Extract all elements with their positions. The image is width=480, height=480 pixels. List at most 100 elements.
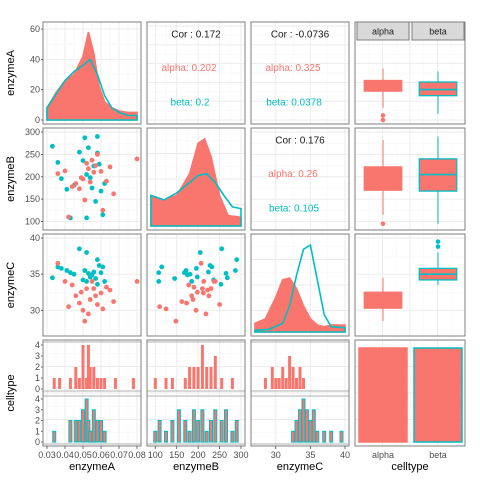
histogram-bar-beta: [339, 430, 344, 443]
histogram-bar-alpha: [77, 378, 81, 389]
y-tick-label-count: 2: [35, 362, 40, 372]
scatter-point-beta: [96, 263, 102, 268]
scatter-point-beta: [219, 246, 225, 252]
scatter-point-alpha: [89, 279, 95, 284]
histogram-bar-alpha: [183, 378, 187, 389]
histogram-bar-alpha: [213, 356, 217, 389]
scatter-point-alpha: [107, 287, 113, 293]
scatter-point-beta: [71, 271, 77, 277]
scatter-point-alpha: [80, 176, 86, 182]
x-tick-label: 35: [305, 450, 315, 460]
scatter-point-alpha: [55, 171, 61, 177]
histogram-bar-alpha: [131, 378, 135, 389]
histogram-bar-beta: [304, 409, 309, 443]
histogram-bar-alpha: [298, 367, 302, 389]
histogram-bar-alpha: [192, 367, 196, 389]
panel-border: [250, 339, 350, 447]
histogram-bar-beta: [219, 420, 224, 443]
density-enzymeC-beta: [254, 243, 346, 333]
histogram-bar-beta: [95, 420, 100, 443]
scatter-point-alpha: [186, 282, 192, 288]
density-enzymeB-beta: [150, 172, 242, 227]
scatter-point-beta: [91, 269, 97, 275]
panel-background: [251, 128, 349, 230]
scatter-point-alpha: [93, 163, 98, 169]
x-tick-label: 0.03: [38, 450, 56, 460]
histogram-bar-alpha: [103, 378, 107, 389]
y-tick-label: 35: [30, 269, 40, 279]
histogram-bar-alpha: [113, 378, 117, 389]
scatter-point-beta: [172, 276, 178, 281]
scatter-point-alpha: [78, 289, 84, 295]
scatter-point-alpha: [82, 318, 88, 324]
panel-border: [354, 233, 466, 337]
scatter-point-beta: [80, 158, 86, 164]
scatter-point-beta: [95, 134, 100, 139]
scatter-point-beta: [59, 266, 64, 271]
y-tick-label: 300: [25, 127, 40, 137]
scatter-point-alpha: [200, 290, 206, 296]
scatter-point-beta: [59, 176, 64, 182]
panel-border: [42, 21, 142, 125]
scatter-point-beta: [84, 215, 89, 221]
histogram-bar-alpha: [230, 378, 234, 389]
scatter-point-beta: [194, 266, 199, 271]
x-tick-label: 40: [340, 450, 350, 460]
scatter-point-beta: [206, 269, 211, 275]
scatter-point-alpha: [179, 299, 185, 304]
scatter-point-beta: [156, 279, 162, 284]
histogram-bar-alpha: [188, 367, 192, 389]
scatter-point-alpha: [157, 304, 163, 310]
scatter-point-beta: [84, 250, 89, 255]
histogram-bar-beta: [153, 430, 158, 443]
y-tick-label-count: 0: [35, 384, 40, 394]
scatter-point-alpha: [69, 282, 75, 288]
scatter-point-beta: [223, 271, 229, 276]
row-title-celltype: celltype: [5, 374, 17, 411]
x-tick-label: 30: [271, 450, 281, 460]
histogram-bar-alpha: [270, 367, 274, 389]
histogram-bar-beta: [99, 420, 103, 443]
scatter-point-alpha: [104, 284, 109, 290]
scatter-point-alpha: [95, 302, 100, 307]
histogram-bar-alpha: [288, 356, 292, 389]
scatter-point-beta: [55, 264, 61, 270]
scatter-point-alpha: [84, 160, 89, 166]
histogram-bar-alpha: [302, 378, 305, 389]
scatter-point-alpha: [206, 293, 212, 299]
histogram-bar-alpha: [220, 378, 224, 389]
scatter-point-beta: [207, 263, 213, 268]
scatter-point-alpha: [77, 300, 82, 306]
histogram-bar-alpha: [74, 367, 78, 389]
facet-strip-label: alpha: [372, 27, 394, 37]
scatter-point-alpha: [66, 304, 71, 310]
histogram-bar-beta: [294, 420, 299, 443]
scatter-point-beta: [50, 143, 55, 149]
correlation-alpha-label: alpha: 0.26: [268, 169, 318, 180]
scatter-point-alpha: [55, 260, 61, 266]
x-tick-label: 200: [191, 450, 206, 460]
panel-border: [250, 21, 350, 125]
scatter-point-alpha: [86, 311, 91, 317]
panel-border: [250, 127, 350, 231]
scatter-point-alpha: [95, 152, 100, 157]
scatter-point-alpha: [62, 168, 68, 174]
histogram-bar-alpha: [209, 367, 213, 389]
y-tick-label: 20: [30, 85, 40, 95]
scatter-point-beta: [84, 172, 89, 177]
histogram-bar-alpha: [85, 378, 89, 389]
histogram-bar-alpha: [52, 378, 56, 389]
histogram-bar-beta: [329, 430, 334, 443]
boxplot-outlier: [380, 117, 386, 123]
y-tick-label-count: 1: [35, 426, 40, 436]
y-tick-label: 100: [25, 217, 40, 227]
y-tick-label: 200: [25, 172, 40, 182]
panel-border: [354, 127, 466, 231]
scatter-point-alpha: [134, 279, 140, 284]
histogram-bar-alpha: [263, 378, 267, 389]
histogram-bar-beta: [68, 420, 73, 443]
y-tick-label: 40: [30, 54, 40, 64]
boxplot-outlier: [380, 113, 386, 118]
histogram-bar-beta: [52, 430, 57, 443]
boxplot-outlier: [380, 221, 386, 227]
